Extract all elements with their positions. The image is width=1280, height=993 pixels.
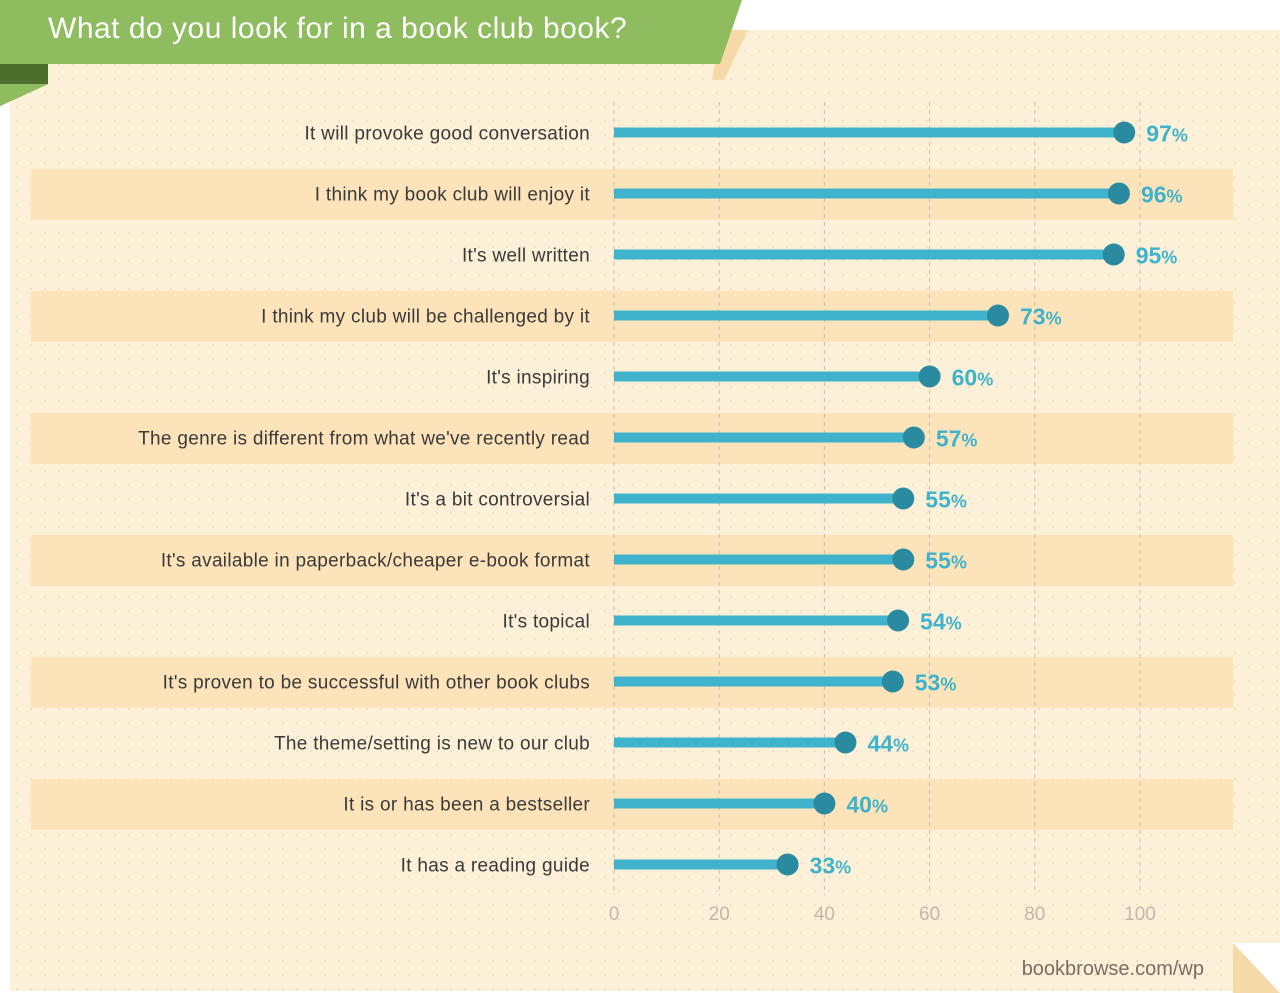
bar: [614, 493, 904, 504]
value-label: 33%: [810, 853, 852, 879]
bar: [614, 371, 930, 382]
value-number: 57: [936, 426, 962, 452]
value-suffix: %: [940, 675, 956, 695]
bar: [614, 127, 1125, 138]
value-number: 95: [1136, 243, 1162, 269]
category-label: It's a bit controversial: [405, 490, 590, 511]
bar: [614, 615, 899, 626]
category-label: It will provoke good conversation: [304, 124, 590, 145]
bar: [614, 188, 1119, 199]
value-label: 53%: [915, 670, 957, 696]
value-suffix: %: [951, 492, 967, 512]
value-label: 60%: [952, 365, 994, 391]
x-tick-label: 80: [1024, 904, 1045, 925]
value-number: 54: [920, 609, 946, 635]
category-label: It's topical: [503, 612, 591, 633]
category-label: I think my club will be challenged by it: [261, 307, 590, 328]
value-suffix: %: [893, 736, 909, 756]
value-number: 53: [915, 670, 941, 696]
banner-ribbon: [0, 0, 742, 64]
bar-end-dot: [887, 609, 910, 632]
bar-end-dot: [1107, 182, 1130, 205]
bar-end-dot: [902, 426, 925, 449]
value-label: 97%: [1146, 121, 1188, 147]
bar-end-dot: [892, 548, 915, 571]
value-label: 96%: [1141, 182, 1183, 208]
x-tick-label: 40: [814, 904, 835, 925]
bar: [614, 798, 825, 809]
value-number: 55: [925, 487, 951, 513]
category-label: I think my book club will enjoy it: [315, 185, 591, 206]
category-label: It's well written: [462, 246, 590, 267]
x-tick-label: 100: [1124, 904, 1156, 925]
x-tick-label: 0: [609, 904, 620, 925]
value-suffix: %: [977, 370, 993, 390]
value-label: 44%: [867, 731, 909, 757]
value-suffix: %: [872, 797, 888, 817]
value-number: 33: [810, 853, 836, 879]
value-number: 55: [925, 548, 951, 574]
value-suffix: %: [1046, 309, 1062, 329]
value-suffix: %: [961, 431, 977, 451]
category-label: It's proven to be successful with other …: [163, 673, 590, 694]
category-label: The genre is different from what we've r…: [138, 429, 590, 450]
value-suffix: %: [1161, 248, 1177, 268]
bar-end-dot: [892, 487, 915, 510]
category-label: It's inspiring: [486, 368, 590, 389]
bar-end-dot: [986, 304, 1009, 327]
page-title: What do you look for in a book club book…: [48, 12, 628, 45]
value-label: 57%: [936, 426, 978, 452]
page-curl: [1233, 943, 1280, 993]
category-label: It has a reading guide: [401, 856, 590, 877]
value-number: 60: [952, 365, 978, 391]
x-tick-label: 60: [919, 904, 940, 925]
value-label: 54%: [920, 609, 962, 635]
value-label: 95%: [1136, 243, 1178, 269]
bar-end-dot: [918, 365, 941, 388]
value-label: 40%: [846, 792, 888, 818]
bar-end-dot: [881, 670, 904, 693]
bar: [614, 737, 846, 748]
value-label: 55%: [925, 487, 967, 513]
value-number: 73: [1020, 304, 1046, 330]
x-tick-label: 20: [709, 904, 730, 925]
value-number: 40: [846, 792, 872, 818]
bar: [614, 859, 788, 870]
bar-end-dot: [1102, 243, 1125, 266]
bar: [614, 310, 998, 321]
value-label: 55%: [925, 548, 967, 574]
value-number: 96: [1141, 182, 1167, 208]
title-banner: [0, 0, 748, 106]
value-number: 97: [1146, 121, 1172, 147]
value-suffix: %: [1167, 187, 1183, 207]
category-label: It is or has been a bestseller: [343, 795, 590, 816]
bar: [614, 554, 904, 565]
value-label: 73%: [1020, 304, 1062, 330]
banner-fold-tip: [0, 84, 48, 106]
value-suffix: %: [835, 858, 851, 878]
category-label: The theme/setting is new to our club: [274, 734, 590, 755]
bar-end-dot: [813, 792, 836, 815]
bar: [614, 432, 914, 443]
category-label: It's available in paperback/cheaper e-bo…: [161, 551, 591, 572]
source-credit: bookbrowse.com/wp: [1021, 958, 1204, 980]
value-suffix: %: [946, 614, 962, 634]
value-number: 44: [867, 731, 893, 757]
bar-end-dot: [1113, 121, 1136, 144]
bar: [614, 676, 893, 687]
bar-end-dot: [834, 731, 857, 754]
bar: [614, 249, 1114, 260]
bar-end-dot: [776, 853, 799, 876]
value-suffix: %: [1172, 126, 1188, 146]
value-suffix: %: [951, 553, 967, 573]
